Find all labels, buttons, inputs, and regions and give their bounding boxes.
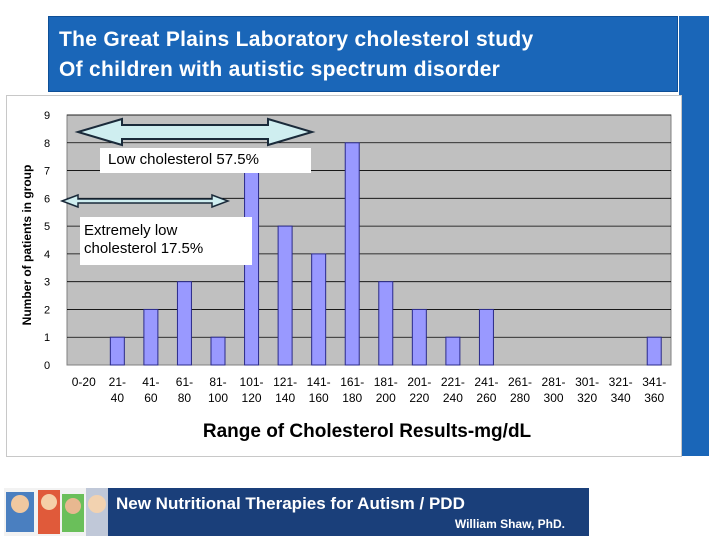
x-tick-label: 121- [273, 375, 297, 389]
x-tick-label: 120 [242, 391, 262, 405]
x-tick-label: 280 [510, 391, 530, 405]
footer-author: William Shaw, PhD. [454, 517, 565, 531]
x-tick-label: 41- [142, 375, 159, 389]
low-cholesterol-arrow [74, 117, 316, 147]
bar [244, 170, 260, 366]
decorative-side-bar [679, 16, 709, 456]
bar [311, 253, 327, 366]
x-tick-label: 180 [342, 391, 362, 405]
extremely-low-cholesterol-label: Extremely low cholesterol 17.5% [80, 217, 252, 265]
y-tick-label: 5 [44, 221, 50, 233]
x-tick-label: 260 [476, 391, 496, 405]
x-tick-label: 100 [208, 391, 228, 405]
bar [277, 225, 293, 366]
low-cholesterol-label: Low cholesterol 57.5% [100, 148, 311, 173]
x-tick-label: 101- [240, 375, 264, 389]
x-tick-label: 261- [508, 375, 532, 389]
y-tick-label: 9 [44, 110, 50, 122]
x-tick-label: 240 [443, 391, 463, 405]
extremely-low-cholesterol-arrow [59, 193, 231, 209]
x-tick-label: 161- [340, 375, 364, 389]
bar [344, 142, 360, 366]
x-tick-label: 360 [644, 391, 664, 405]
y-tick-label: 6 [44, 193, 50, 205]
x-tick-label: 321- [609, 375, 633, 389]
y-axis-label: Number of patients in group [20, 165, 34, 326]
x-tick-label: 341- [642, 375, 666, 389]
bar [143, 308, 159, 366]
y-tick-label: 0 [44, 360, 50, 372]
x-tick-label: 221- [441, 375, 465, 389]
x-tick-label: 61- [176, 375, 193, 389]
x-tick-label: 301- [575, 375, 599, 389]
bar [109, 336, 125, 366]
y-tick-label: 1 [44, 332, 50, 344]
bar [378, 281, 394, 366]
x-tick-label: 60 [144, 391, 158, 405]
x-axis-label: Range of Cholesterol Results-mg/dL [203, 421, 532, 442]
x-tick-label: 281- [542, 375, 566, 389]
x-tick-label: 80 [178, 391, 192, 405]
x-tick-label: 141- [307, 375, 331, 389]
x-tick-label: 241- [474, 375, 498, 389]
x-tick-label: 220 [409, 391, 429, 405]
footer-banner: New Nutritional Therapies for Autism / P… [4, 488, 589, 536]
footer-title: New Nutritional Therapies for Autism / P… [116, 494, 465, 513]
x-tick-label: 300 [544, 391, 564, 405]
x-tick-label: 160 [309, 391, 329, 405]
x-tick-label: 40 [111, 391, 125, 405]
slide-title-line2: Of children with autistic spectrum disor… [59, 58, 501, 81]
children-photo-collage [4, 488, 108, 536]
bar [646, 336, 662, 366]
x-tick-label: 320 [577, 391, 597, 405]
x-tick-label: 200 [376, 391, 396, 405]
x-tick-label: 140 [275, 391, 295, 405]
y-tick-label: 8 [44, 138, 50, 150]
y-tick-label: 3 [44, 277, 50, 289]
x-tick-label: 340 [611, 391, 631, 405]
y-tick-label: 2 [44, 304, 50, 316]
x-tick-label: 0-20 [72, 375, 96, 389]
x-tick-label: 21- [109, 375, 126, 389]
y-tick-label: 7 [44, 166, 50, 178]
bar [210, 336, 226, 366]
slide-title-line1: The Great Plains Laboratory cholesterol … [59, 28, 534, 51]
bar [411, 308, 427, 366]
x-tick-label: 81- [209, 375, 226, 389]
x-tick-label: 181- [374, 375, 398, 389]
bar [176, 281, 192, 366]
y-tick-label: 4 [44, 249, 50, 261]
slide-title-box: The Great Plains Laboratory cholesterol … [48, 16, 678, 92]
x-tick-label: 201- [407, 375, 431, 389]
bar [445, 336, 461, 366]
bar [478, 308, 494, 366]
